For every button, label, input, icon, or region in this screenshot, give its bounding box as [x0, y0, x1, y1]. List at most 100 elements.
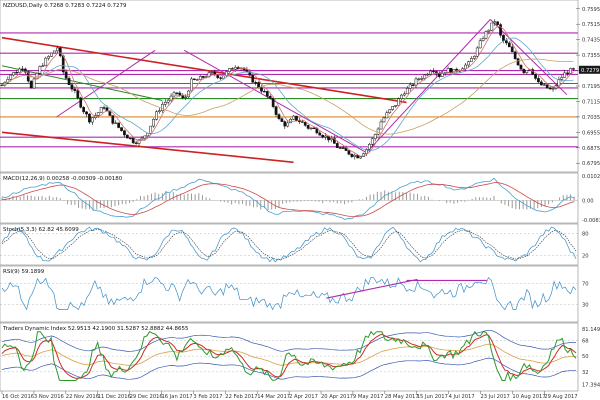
- price-tick-label: 0.7515: [582, 22, 600, 28]
- trend-line: [1, 36, 407, 104]
- candle-body: [184, 96, 188, 99]
- candle-body: [117, 122, 120, 128]
- candle-body: [58, 47, 62, 57]
- rsi-tick-label: 70: [582, 282, 589, 288]
- candle-body: [131, 137, 135, 144]
- date-tick-label: 16 Jan 2017: [162, 394, 193, 400]
- candle-body: [534, 73, 537, 79]
- moving-average-line: [1, 37, 574, 151]
- trend-line: [1, 131, 294, 164]
- macd-line: [1, 177, 575, 220]
- macd-signal-line: [1, 182, 575, 218]
- candle-body: [99, 107, 103, 113]
- candle-body: [228, 68, 231, 72]
- rsi-series: 70 30: [0, 276, 589, 311]
- candle-body: [219, 77, 223, 79]
- candle-body: [490, 22, 494, 31]
- candle-body: [91, 117, 94, 123]
- tdi-upper-band: [1, 329, 577, 352]
- candle-body: [111, 115, 115, 124]
- candle-body: [15, 72, 18, 74]
- candle-body: [484, 31, 488, 39]
- tdi-series: 81.1494 68 50 32 17.3948: [0, 327, 600, 389]
- candle-body: [38, 66, 42, 74]
- candle-body: [440, 73, 444, 77]
- candle-body: [487, 29, 491, 32]
- candle-body: [341, 147, 345, 149]
- candle-body: [525, 70, 529, 73]
- candle-body: [446, 68, 450, 73]
- candle-body: [382, 117, 386, 123]
- candle-body: [280, 118, 284, 122]
- candle-body: [41, 65, 45, 67]
- tdi-tick-label: 68: [582, 338, 589, 344]
- price-tick-label: 0.6795: [582, 161, 600, 167]
- stoch-tick-label: 20: [582, 254, 589, 260]
- tdi-lower-band: [1, 357, 577, 380]
- current-price-label: 0.7279: [581, 68, 599, 74]
- candle-body: [353, 154, 357, 157]
- candle-body: [233, 67, 237, 70]
- date-tick-label: 14 Mar 2017: [257, 394, 290, 400]
- candle-body: [158, 110, 161, 112]
- candle-body: [44, 57, 48, 66]
- candle-body: [472, 55, 476, 59]
- price-tick-label: 0.7195: [582, 84, 600, 90]
- candle-body: [569, 68, 572, 74]
- candle-body: [391, 105, 395, 110]
- candle-body: [330, 138, 333, 141]
- candle-body: [481, 38, 485, 42]
- candle-body: [172, 92, 176, 97]
- candle-body: [566, 72, 569, 74]
- candle-body: [298, 120, 301, 122]
- candle-body: [29, 80, 33, 89]
- candle-body: [190, 78, 193, 92]
- candle-body: [385, 112, 389, 119]
- candle-body: [522, 68, 526, 73]
- price-tick-label: 0.6955: [582, 130, 600, 136]
- candle-body: [260, 87, 263, 92]
- candle-body: [312, 127, 316, 130]
- candle-body: [18, 68, 21, 73]
- candle-body: [271, 98, 275, 107]
- tdi-rsi-price-line: [1, 330, 577, 382]
- candle-body: [432, 70, 435, 73]
- tdi-tick-label: 50: [582, 354, 589, 360]
- candle-body: [417, 78, 421, 80]
- candle-body: [300, 121, 304, 123]
- price-tick-label: 0.7115: [582, 99, 600, 105]
- candle-body: [426, 73, 430, 76]
- candle-body: [507, 42, 511, 48]
- candle-body: [338, 147, 342, 149]
- candle-body: [496, 21, 499, 25]
- candle-body: [114, 122, 118, 124]
- candle-body: [79, 97, 83, 108]
- tdi-signal-line: [1, 333, 577, 379]
- candle-body: [548, 87, 552, 90]
- candle-body: [134, 142, 138, 144]
- candle-body: [96, 112, 100, 116]
- candle-body: [88, 113, 91, 123]
- rsi-tick-label: 30: [582, 302, 589, 308]
- candle-body: [292, 115, 295, 120]
- candle-body: [478, 40, 482, 49]
- candle-body: [12, 72, 16, 76]
- candle-body: [76, 90, 80, 99]
- candle-body: [379, 121, 383, 130]
- macd-panel: [0, 172, 579, 224]
- stoch-d-line: [1, 228, 577, 260]
- trend-line: [490, 19, 568, 96]
- candle-body: [333, 138, 336, 144]
- candle-body: [467, 61, 470, 66]
- stoch-tick-label: 80: [582, 231, 589, 237]
- candle-body: [50, 52, 53, 57]
- candle-body: [551, 88, 555, 90]
- macd-tick-label: -0.0083: [582, 218, 600, 224]
- current-price-marker: [579, 65, 600, 74]
- candle-body: [542, 84, 546, 86]
- candle-body: [560, 77, 564, 80]
- candle-body: [420, 78, 424, 80]
- candle-body: [400, 94, 403, 99]
- candle-body: [169, 95, 173, 101]
